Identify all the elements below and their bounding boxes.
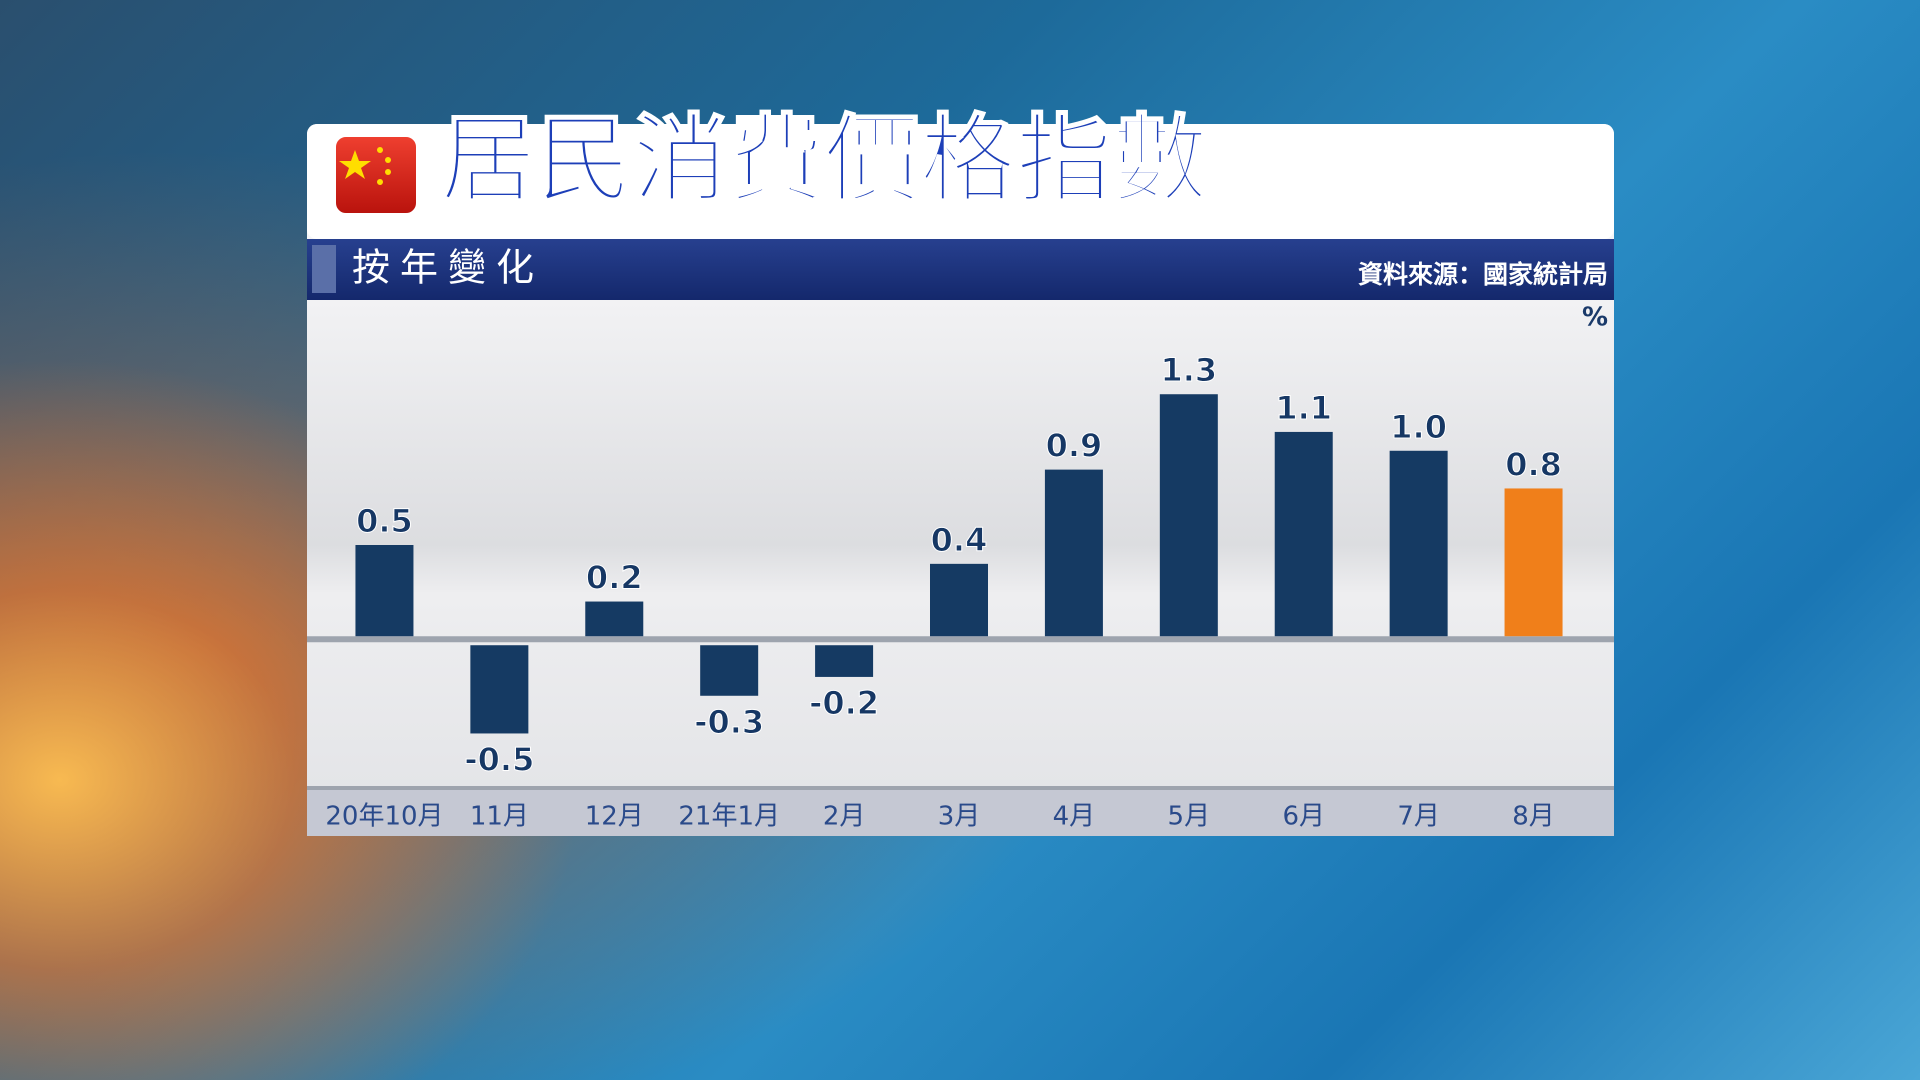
bar [930,563,988,637]
x-tick-label: 2月 [823,802,866,832]
value-label: 1.3 [1160,351,1217,389]
value-label: 0.8 [1505,445,1562,483]
value-label: 0.2 [586,559,643,597]
bar [1044,469,1103,637]
chart-subtitle: 按年變化 [352,246,544,290]
flag-star [377,147,383,153]
x-tick-label: 20年10月 [325,802,443,832]
x-tick-label: 21年1月 [678,802,780,832]
flag-star [385,169,391,175]
x-tick-label: 3月 [938,802,981,832]
source-note: 資料來源：國家統計局 [1358,260,1608,289]
unit-label: % [1582,303,1608,333]
value-label: -0.5 [464,740,534,778]
x-tick-label: 12月 [585,802,644,832]
bar [815,645,874,677]
flag-star [339,150,371,179]
bar [1274,431,1333,637]
bar [470,645,529,734]
value-label: -0.2 [809,684,879,722]
value-label: 0.9 [1046,427,1103,465]
subtitle-band [307,239,1614,300]
x-tick-label: 5月 [1168,802,1211,832]
bar [1159,394,1218,637]
x-tick-label: 6月 [1282,802,1325,832]
bar [355,545,414,637]
x-tick-label: 11月 [470,802,529,832]
value-label: 0.4 [931,521,988,559]
bar [585,601,644,637]
category-strip [307,790,1614,836]
value-label: 0.5 [356,502,413,540]
bar [1504,488,1563,637]
bar [700,645,759,696]
bar [1389,450,1448,637]
x-tick-label: 8月 [1512,802,1555,832]
flag-star [377,179,383,185]
subtitle-marker [312,245,336,293]
value-label: -0.3 [694,703,764,741]
chart-title: 居民消費價格指數 [440,104,1208,216]
x-tick-label: 4月 [1053,802,1096,832]
value-label: 1.0 [1390,408,1447,446]
x-tick-label: 7月 [1397,802,1440,832]
value-label: 1.1 [1275,389,1332,427]
flag-star [385,157,391,163]
title-band [307,124,1614,239]
